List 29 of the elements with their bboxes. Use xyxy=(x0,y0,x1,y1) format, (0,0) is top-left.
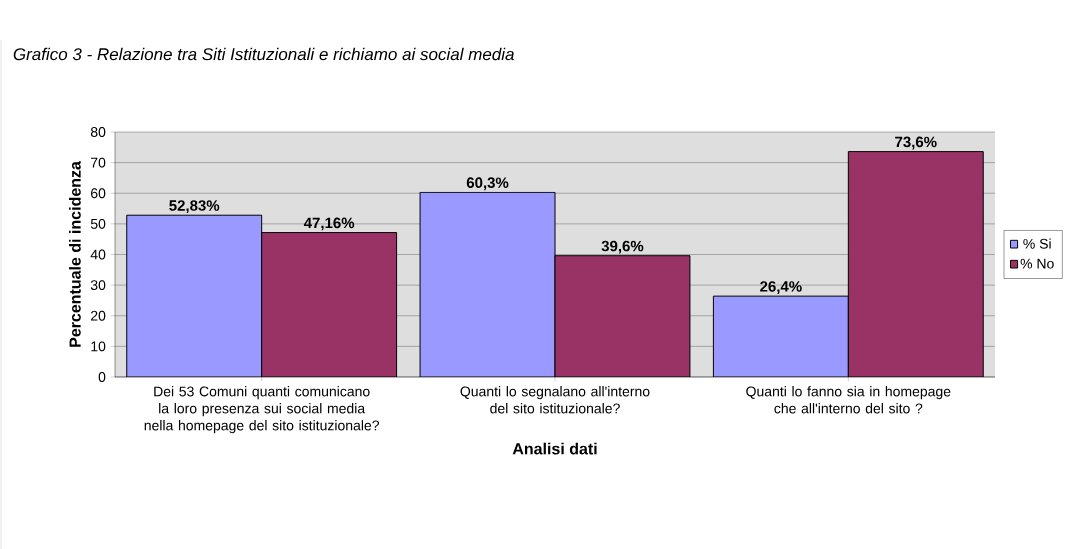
y-tick-label: 50 xyxy=(90,218,106,229)
data-label: 26,4% xyxy=(760,281,802,294)
chart-title: Grafico 3 - Relazione tra Siti Istituzionali e richiamo ai social media xyxy=(13,47,514,61)
bar xyxy=(261,232,398,377)
data-label: 73,6% xyxy=(895,136,937,150)
bar xyxy=(712,295,849,377)
bar xyxy=(847,151,984,377)
bar xyxy=(419,191,556,377)
y-tick-label: 0 xyxy=(98,372,106,382)
x-tick-label: Dei 53 Comuni quanti comunicano la loro presenza sui social media nella homepage del sito istituzionale? xyxy=(144,386,380,434)
y-axis-title: Percentuale di incidenza xyxy=(69,161,81,347)
bar xyxy=(126,214,263,377)
y-tick-label: 10 xyxy=(91,341,106,352)
y-tick-label: 30 xyxy=(90,280,106,291)
data-label: 52,83% xyxy=(169,200,220,213)
y-tick-label: 70 xyxy=(91,157,106,168)
y-tick-label: 20 xyxy=(91,310,106,321)
y-tick-label: 60 xyxy=(91,188,106,199)
x-tick-label: Quanti lo fanno sia in homepage che all'interno del sito ? xyxy=(746,386,951,414)
legend-label: % No xyxy=(1020,258,1054,269)
bar xyxy=(554,255,691,377)
data-label: 60,3% xyxy=(466,177,509,191)
x-axis-title: Analisi dati xyxy=(512,442,597,455)
data-label: 39,6% xyxy=(601,240,644,254)
y-tick-label: 40 xyxy=(90,249,106,260)
y-tick-label: 80 xyxy=(90,127,106,137)
legend-label: % Si xyxy=(1023,238,1051,249)
data-label: 47,16% xyxy=(303,217,355,231)
x-tick-label: Quanti lo segnalano all'interno del sito istituzionale? xyxy=(460,386,650,414)
